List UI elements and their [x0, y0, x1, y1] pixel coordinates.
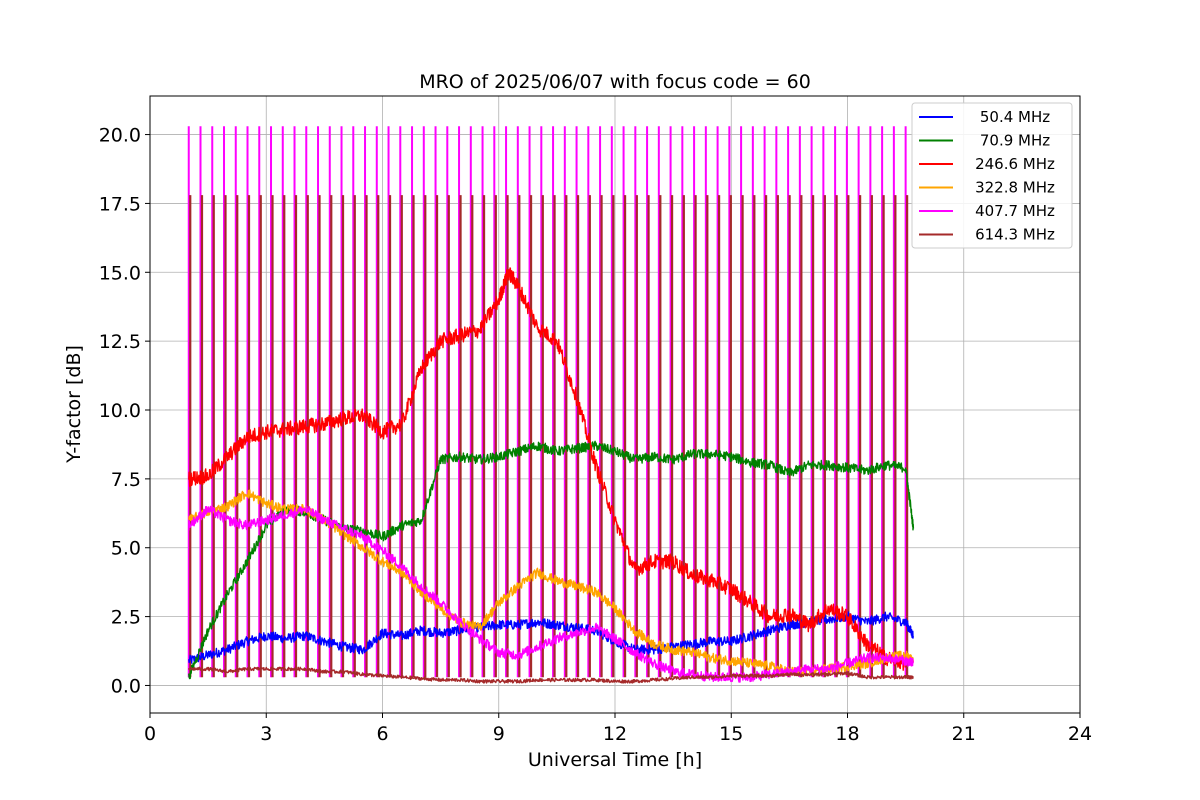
x-tick-label: 15	[719, 723, 743, 745]
y-tick-label: 2.5	[111, 607, 141, 629]
y-tick-label: 17.5	[99, 193, 141, 215]
x-tick-label: 18	[835, 723, 859, 745]
legend-label: 246.6 MHz	[975, 155, 1055, 173]
legend: 50.4 MHz 70.9 MHz 246.6 MHz 322.8 MHz 407.7 …	[911, 102, 1073, 249]
legend-label: 50.4 MHz	[980, 108, 1050, 126]
x-tick-label: 21	[952, 723, 976, 745]
legend-label: 614.3 MHz	[975, 226, 1055, 244]
legend-label: 407.7 MHz	[975, 202, 1055, 220]
y-tick-label: 10.0	[99, 400, 141, 422]
series-line-4	[188, 505, 914, 683]
series-lines	[188, 267, 915, 684]
x-tick-label: 24	[1068, 723, 1092, 745]
series-line-5	[188, 666, 914, 684]
x-tick-label: 12	[603, 723, 627, 745]
x-tick-label: 0	[144, 723, 156, 745]
legend-label: 70.9 MHz	[980, 132, 1050, 150]
y-tick-label: 0.0	[111, 675, 141, 697]
y-tick-label: 15.0	[99, 262, 141, 284]
chart-title: MRO of 2025/06/07 with focus code = 60	[419, 71, 811, 93]
y-tick-label: 5.0	[111, 538, 141, 560]
axis-ticks: 0 3 6 9 12 15 18 21 24 0.0 2.5 5.0 7.5 10.0 12.5 15.0 17…	[99, 125, 1092, 745]
calibration-pulses	[187, 126, 909, 678]
y-tick-label: 12.5	[99, 331, 141, 353]
legend-label: 322.8 MHz	[975, 179, 1055, 197]
y-tick-label: 20.0	[99, 125, 141, 147]
y-axis-label: Y-factor [dB]	[63, 345, 85, 464]
y-tick-label: 7.5	[111, 469, 141, 491]
x-tick-label: 9	[493, 723, 505, 745]
x-tick-label: 6	[376, 723, 388, 745]
x-tick-label: 3	[260, 723, 272, 745]
series-line-2	[188, 267, 907, 671]
x-axis-label: Universal Time [h]	[528, 749, 702, 771]
